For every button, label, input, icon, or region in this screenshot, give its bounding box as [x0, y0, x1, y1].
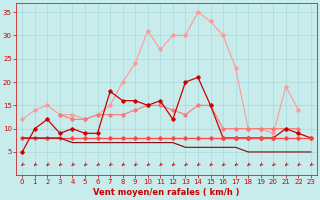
X-axis label: Vent moyen/en rafales ( km/h ): Vent moyen/en rafales ( km/h ): [93, 188, 240, 197]
